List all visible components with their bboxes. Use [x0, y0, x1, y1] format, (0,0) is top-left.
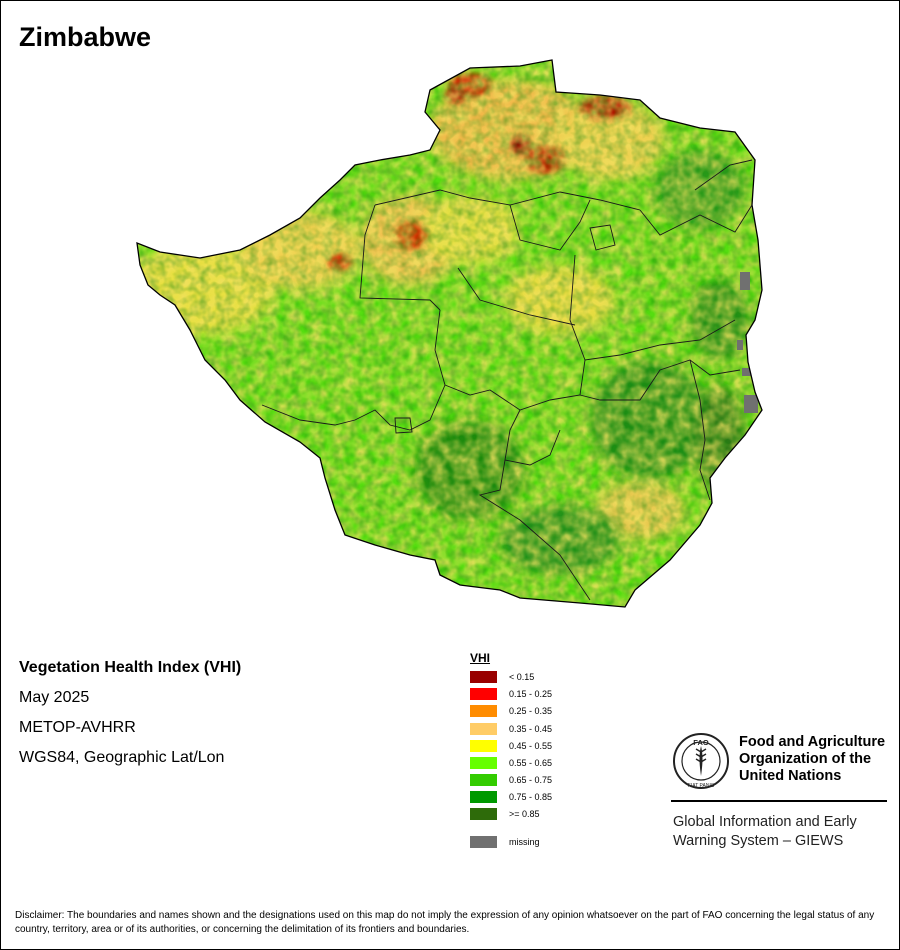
legend-swatch [470, 808, 497, 820]
projection-label: WGS84, Geographic Lat/Lon [19, 749, 225, 766]
fao-logo-motto: FIAT PANIS [688, 783, 715, 789]
organization-name-line: Organization of the [739, 751, 872, 767]
legend-label-missing: missing [509, 837, 540, 847]
legend-label: 0.15 - 0.25 [509, 689, 553, 699]
divider [671, 800, 887, 802]
legend-swatch [470, 757, 497, 769]
vhi-map [136, 59, 763, 608]
program-name: Global Information and Early Warning Sys… [673, 813, 857, 851]
legend-swatch-missing [470, 836, 497, 848]
map-title: Zimbabwe [19, 22, 152, 52]
legend-label: 0.65 - 0.75 [509, 775, 553, 785]
legend-swatch [470, 688, 497, 700]
legend-label: 0.75 - 0.85 [509, 792, 553, 802]
organization-name: Food and Agriculture Organization of the… [739, 734, 885, 785]
legend-label: 0.45 - 0.55 [509, 741, 553, 751]
program-name-line: Global Information and Early [673, 814, 857, 830]
legend-swatch [470, 705, 497, 717]
legend-label: 0.25 - 0.35 [509, 706, 553, 716]
province-boundaries [261, 159, 753, 601]
legend-swatch [470, 723, 497, 735]
legend-label: 0.55 - 0.65 [509, 758, 553, 768]
legend-swatch [470, 740, 497, 752]
legend-swatch [470, 774, 497, 786]
organization-name-line: Food and Agriculture [739, 734, 886, 750]
organization-name-line: United Nations [739, 768, 842, 784]
disclaimer: Disclaimer: The boundaries and names sho… [15, 910, 875, 935]
sensor-label: METOP-AVHRR [19, 719, 136, 736]
legend-label: < 0.15 [509, 672, 535, 682]
period-label: May 2025 [19, 689, 90, 706]
product-name: Vegetation Health Index (VHI) [19, 659, 242, 676]
legend-label: >= 0.85 [509, 809, 540, 819]
vhi-raster [137, 60, 762, 607]
legend-swatch [470, 671, 497, 683]
legend-swatch [470, 791, 497, 803]
program-name-line: Warning System – GIEWS [673, 833, 844, 849]
fao-logo-icon: FAO FIAT PANIS [673, 733, 729, 789]
legend-label: 0.35 - 0.45 [509, 724, 553, 734]
fao-logo-letters: FAO [693, 738, 709, 747]
legend-title: VHI [470, 651, 491, 665]
